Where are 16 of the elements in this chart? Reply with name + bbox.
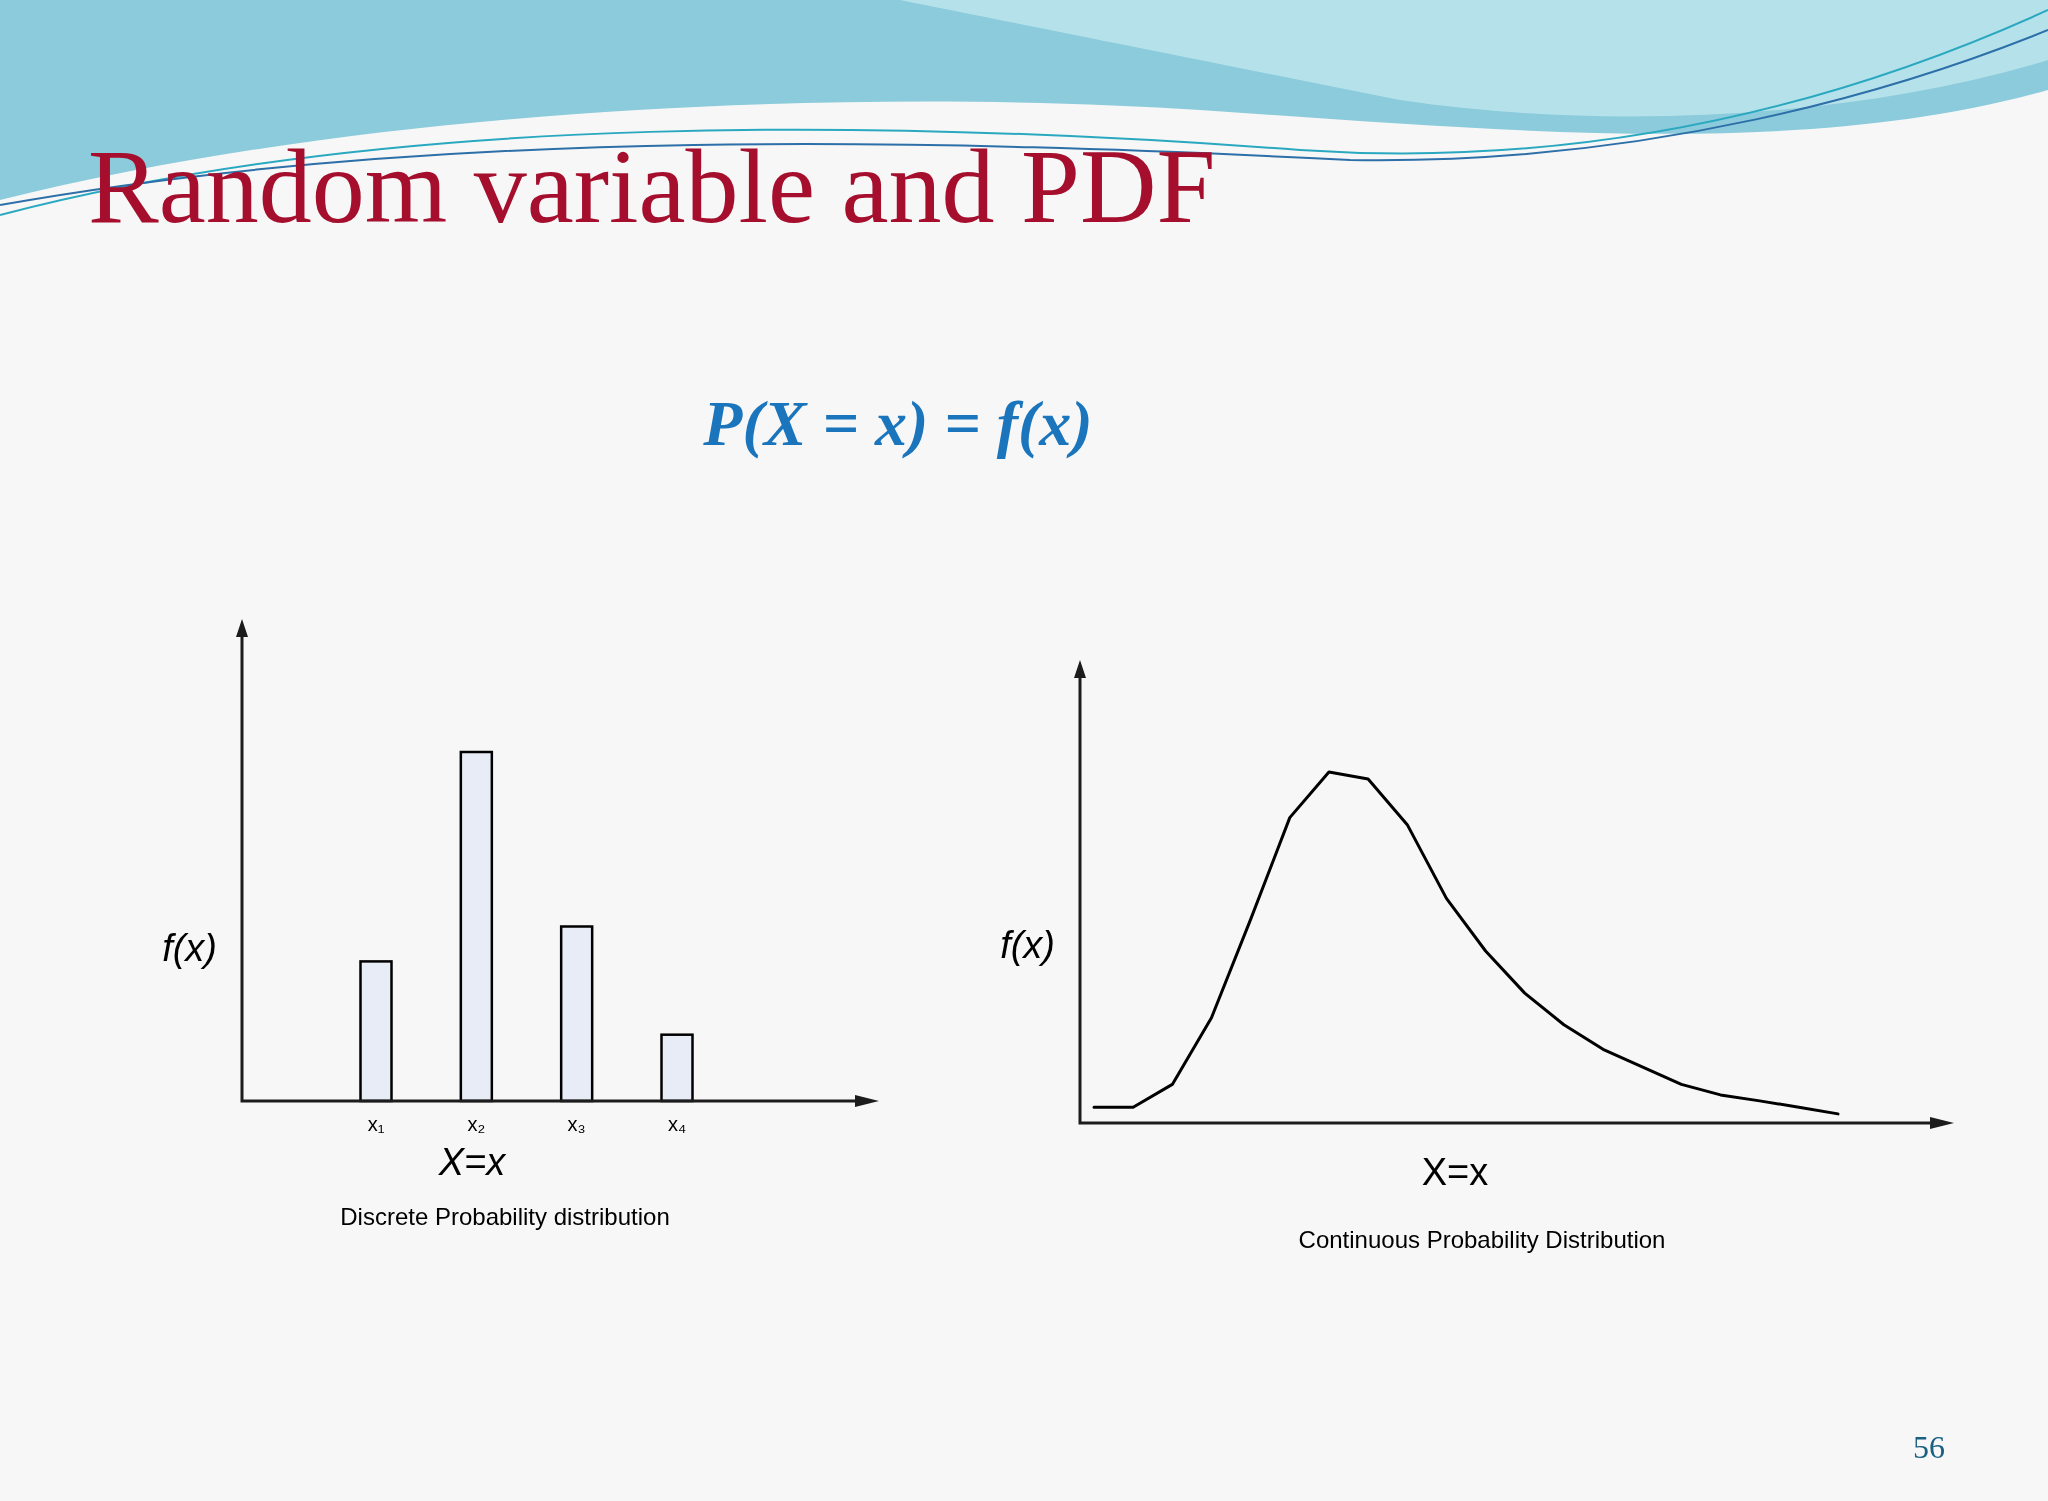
- x-tick-label: x₃: [567, 1113, 586, 1135]
- text: Continuous Probability Distribution: [1298, 1226, 1666, 1253]
- x-tick-label: x₄: [667, 1113, 687, 1135]
- x-axis-title: X=x: [1421, 1151, 1489, 1193]
- bar: [660, 1033, 694, 1103]
- bar: [359, 960, 393, 1103]
- text: 56: [1913, 1429, 1945, 1465]
- text: P(X = x) = f(x): [702, 388, 1093, 459]
- y-axis-title: f(x): [162, 927, 217, 969]
- bar: [559, 925, 594, 1103]
- x-tick-label: x₂: [467, 1113, 486, 1135]
- bar: [459, 750, 494, 1103]
- y-axis-title: f(x): [1000, 924, 1055, 966]
- x-axis-title: X=x: [437, 1141, 508, 1183]
- text: Discrete Probability distribution: [340, 1203, 670, 1230]
- x-tick-label: x₁: [367, 1113, 385, 1135]
